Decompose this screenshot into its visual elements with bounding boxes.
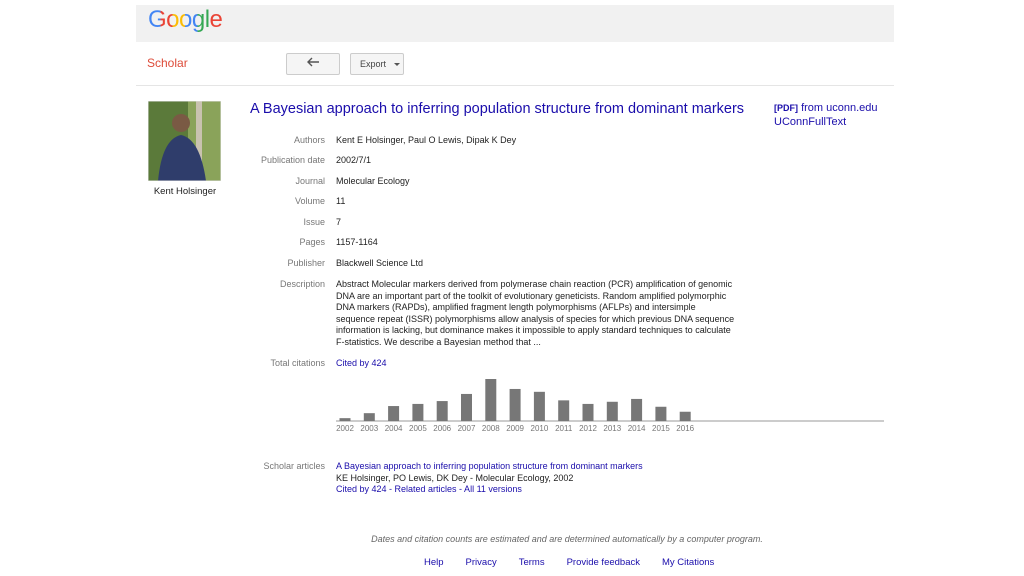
field-value: Blackwell Science Ltd bbox=[336, 258, 424, 268]
export-label: Export bbox=[360, 59, 387, 69]
bar bbox=[485, 379, 497, 421]
footer-link[interactable]: Privacy bbox=[465, 557, 497, 568]
pdf-tag: [PDF] bbox=[774, 103, 798, 113]
bar bbox=[339, 418, 351, 421]
bar bbox=[509, 388, 521, 421]
x-tick-label: 2016 bbox=[676, 424, 694, 433]
article-title[interactable]: A Bayesian approach to inferring populat… bbox=[250, 101, 745, 117]
field-value: 11 bbox=[336, 196, 346, 206]
footer-link[interactable]: My Citations bbox=[662, 557, 715, 568]
author-photo bbox=[148, 101, 221, 181]
bar bbox=[679, 411, 691, 421]
field-label: Description bbox=[279, 279, 325, 289]
citation-chart: 2002 2003 2004 2005 2006 2007 2008 2009 2010 2011… bbox=[336, 379, 884, 433]
section-title[interactable]: Scholar bbox=[147, 56, 188, 70]
field-label: Issue bbox=[303, 217, 325, 227]
x-tick-label: 2012 bbox=[579, 424, 597, 433]
fulltext-link[interactable]: UConnFullText bbox=[774, 116, 847, 128]
footer-link[interactable]: Provide feedback bbox=[566, 557, 640, 568]
x-tick-label: 2004 bbox=[385, 424, 403, 433]
footer-link[interactable]: Help bbox=[424, 557, 444, 568]
author-name[interactable]: Kent Holsinger bbox=[153, 186, 217, 197]
article-link[interactable]: A Bayesian approach to inferring populat… bbox=[336, 461, 643, 471]
bar bbox=[582, 403, 594, 421]
field-value: 2002/7/1 bbox=[336, 155, 372, 165]
x-tick-label: 2005 bbox=[409, 424, 427, 433]
bar bbox=[558, 400, 570, 421]
bar bbox=[655, 406, 667, 421]
footer-link[interactable]: Terms bbox=[518, 557, 545, 568]
x-tick-label: 2014 bbox=[628, 424, 646, 433]
footer-note: Dates and citation counts are estimated … bbox=[371, 534, 763, 544]
bar bbox=[631, 398, 643, 421]
bar bbox=[363, 413, 375, 421]
field-label: Pages bbox=[299, 237, 325, 247]
field-value: Kent E Holsinger, Paul O Lewis, Dipak K … bbox=[336, 135, 517, 145]
field-label: Journal bbox=[295, 176, 325, 186]
bar bbox=[606, 401, 618, 421]
byline: KE Holsinger, PO Lewis, DK Dey - Molecul… bbox=[336, 472, 574, 483]
x-tick-label: 2006 bbox=[433, 424, 451, 433]
logo[interactable]: Google bbox=[148, 6, 223, 34]
x-tick-label: 2013 bbox=[603, 424, 621, 433]
field-label: Total citations bbox=[270, 358, 325, 368]
x-tick-label: 2007 bbox=[458, 424, 476, 433]
field-label: Scholar articles bbox=[263, 461, 325, 471]
field-label: Authors bbox=[293, 135, 325, 145]
header-bar bbox=[136, 5, 894, 42]
x-tick-label: 2008 bbox=[482, 424, 500, 433]
x-tick-label: 2009 bbox=[506, 424, 524, 433]
field-value: Abstract Molecular markers derived from … bbox=[336, 279, 735, 347]
back-icon bbox=[307, 57, 319, 67]
article-links[interactable]: Cited by 424 - Related articles - All 11… bbox=[336, 484, 522, 495]
x-tick-label: 2010 bbox=[531, 424, 549, 433]
divider bbox=[136, 85, 894, 86]
logo-text: Google bbox=[148, 6, 223, 33]
caret bbox=[393, 63, 400, 66]
field-value: 1157-1164 bbox=[336, 237, 378, 247]
field-label: Publisher bbox=[287, 258, 325, 268]
pdf-links: [PDF] from uconn.edu UConnFullText bbox=[774, 101, 878, 129]
field-label: Volume bbox=[294, 196, 325, 206]
export-button[interactable]: Export bbox=[350, 53, 404, 75]
field-value: Molecular Ecology bbox=[336, 176, 410, 186]
footer-links: Help Privacy Terms Provide feedback My Citat… bbox=[424, 557, 714, 568]
scholar-article: A Bayesian approach to inferring populat… bbox=[336, 461, 736, 496]
bar bbox=[436, 401, 448, 421]
bar bbox=[533, 391, 545, 421]
x-tick-label: 2003 bbox=[360, 424, 378, 433]
bar bbox=[388, 406, 400, 421]
x-tick-label: 2011 bbox=[555, 424, 573, 433]
field-value: 7 bbox=[336, 217, 342, 227]
x-tick-label: 2002 bbox=[336, 424, 354, 433]
back-button[interactable] bbox=[286, 53, 340, 75]
pdf-source[interactable]: from uconn.edu bbox=[801, 102, 878, 114]
field-value[interactable]: Cited by 424 bbox=[336, 358, 387, 368]
bar bbox=[461, 393, 472, 421]
x-tick-label: 2015 bbox=[652, 424, 670, 433]
field-label: Publication date bbox=[260, 155, 325, 165]
bar bbox=[412, 403, 424, 421]
